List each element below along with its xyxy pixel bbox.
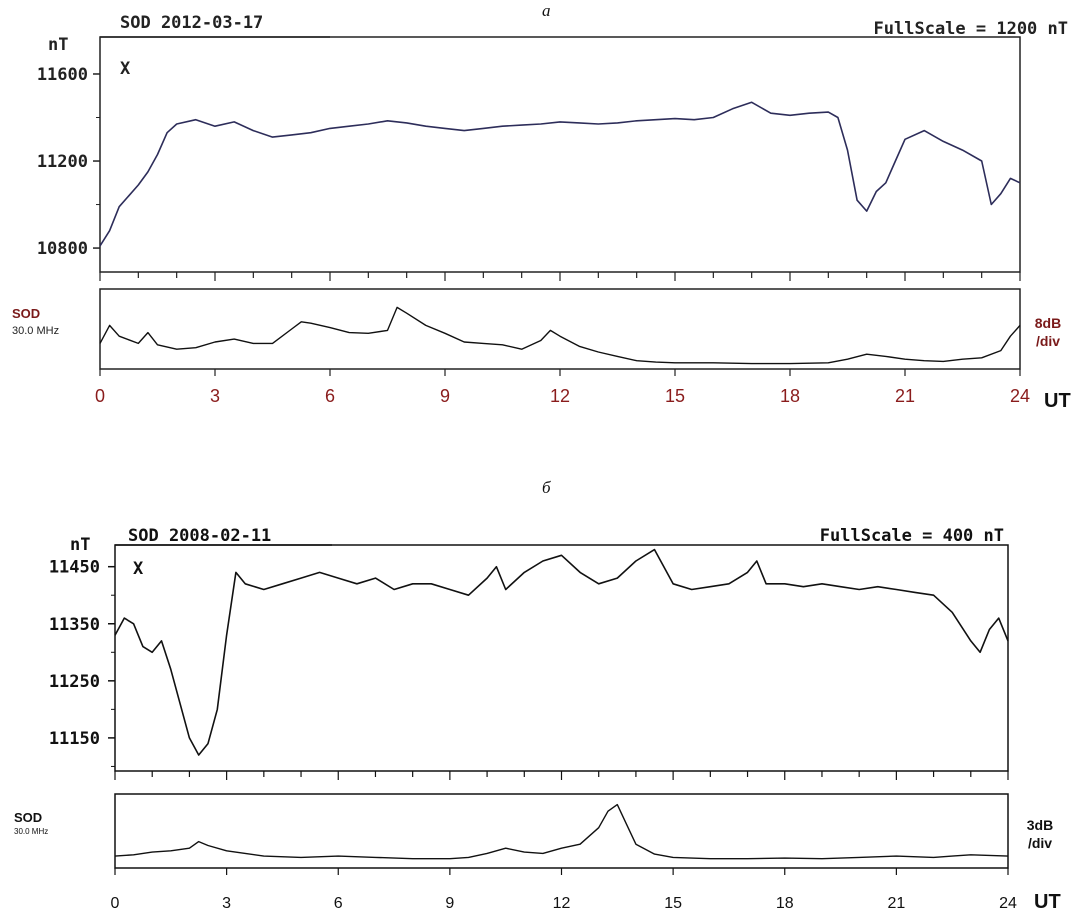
- x-tick-label: 9: [440, 386, 450, 406]
- x-tick-label: 24: [999, 895, 1017, 912]
- x-tick-label: 0: [111, 895, 120, 912]
- full-scale-b: FullScale = 400 nT: [820, 526, 1004, 546]
- x-tick-label: 0: [95, 386, 105, 406]
- y-tick-label: 11250: [49, 672, 100, 692]
- top-plot-x-ticks-a: [99, 272, 1021, 281]
- chart-title-a: SOD 2012-03-17: [120, 13, 263, 33]
- x-tick-label: 18: [780, 386, 800, 406]
- y-unit-a: nT: [48, 35, 68, 55]
- subpanel-scale-unit-b: /div: [1028, 835, 1052, 851]
- x-tick-label: 6: [325, 386, 335, 406]
- panel-b: б SOD 2008-02-11 FullScale = 400 nT nT X…: [14, 478, 1061, 913]
- subpanel-frame-a: [99, 288, 1021, 370]
- x-tick-label: 21: [887, 895, 905, 912]
- magnetometer-x-series-line: [99, 101, 1021, 247]
- y-tick-label: 11200: [37, 152, 88, 172]
- x-tick-label: 21: [895, 386, 915, 406]
- x-tick-label: 3: [222, 895, 231, 912]
- full-scale-a: FullScale = 1200 nT: [874, 19, 1068, 39]
- y-tick-label: 10800: [37, 239, 88, 259]
- subpanel-frequency-b: 30.0 MHz: [14, 827, 48, 836]
- component-label-a: X: [120, 59, 131, 79]
- subpanel-scale-unit-a: /div: [1036, 333, 1060, 349]
- x-unit-a: UT: [1044, 390, 1071, 412]
- x-unit-b: UT: [1034, 891, 1061, 913]
- panel-a: а SOD 2012-03-17 FullScale = 1200 nT nT …: [12, 1, 1071, 412]
- component-label-b: X: [133, 559, 144, 579]
- x-axis-a: 0 3 6 9 12 15 18 21 24: [95, 369, 1030, 406]
- y-axis-a: 11600 11200 10800: [37, 65, 100, 259]
- subpanel-series-group-b: [114, 803, 1009, 860]
- subpanel-frequency-a: 30.0 MHz: [12, 325, 59, 337]
- y-unit-b: nT: [70, 535, 90, 555]
- y-axis-b: 11450 11350 11250 11150: [49, 558, 115, 767]
- series-group-b: [114, 548, 1009, 756]
- subpanel-scale-a: 8dB: [1035, 315, 1061, 331]
- x-axis-b: 0 3 6 9 12 15 18 21 24: [111, 868, 1017, 912]
- x-tick-label: 12: [550, 386, 570, 406]
- y-tick-label: 11600: [37, 65, 88, 85]
- subpanel-scale-b: 3dB: [1027, 817, 1053, 833]
- riometer-absorption-series-line: [99, 306, 1021, 365]
- x-tick-label: 9: [445, 895, 454, 912]
- chart-title-b: SOD 2008-02-11: [128, 526, 271, 546]
- x-tick-label: 18: [776, 895, 794, 912]
- series-group-a: [99, 101, 1021, 247]
- x-tick-label: 6: [334, 895, 343, 912]
- panel-label-b: б: [542, 478, 551, 497]
- x-tick-label: 15: [665, 386, 685, 406]
- subpanel-series-group-a: [99, 306, 1021, 365]
- panel-label-a: а: [542, 1, 551, 20]
- plot-frame-b: [114, 544, 1009, 772]
- y-tick-label: 11450: [49, 558, 100, 578]
- magnetometer-x-series-line: [114, 548, 1009, 756]
- top-plot-x-ticks-b: [114, 771, 1009, 780]
- x-tick-label: 15: [664, 895, 682, 912]
- plot-frame-a: [99, 36, 1021, 273]
- subpanel-label-b: SOD: [14, 810, 42, 825]
- x-tick-label: 3: [210, 386, 220, 406]
- x-tick-label: 12: [553, 895, 571, 912]
- x-tick-label: 24: [1010, 386, 1030, 406]
- y-tick-label: 11350: [49, 615, 100, 635]
- subpanel-label-a: SOD: [12, 306, 40, 321]
- riometer-absorption-series-line: [114, 803, 1009, 860]
- y-tick-label: 11150: [49, 729, 100, 749]
